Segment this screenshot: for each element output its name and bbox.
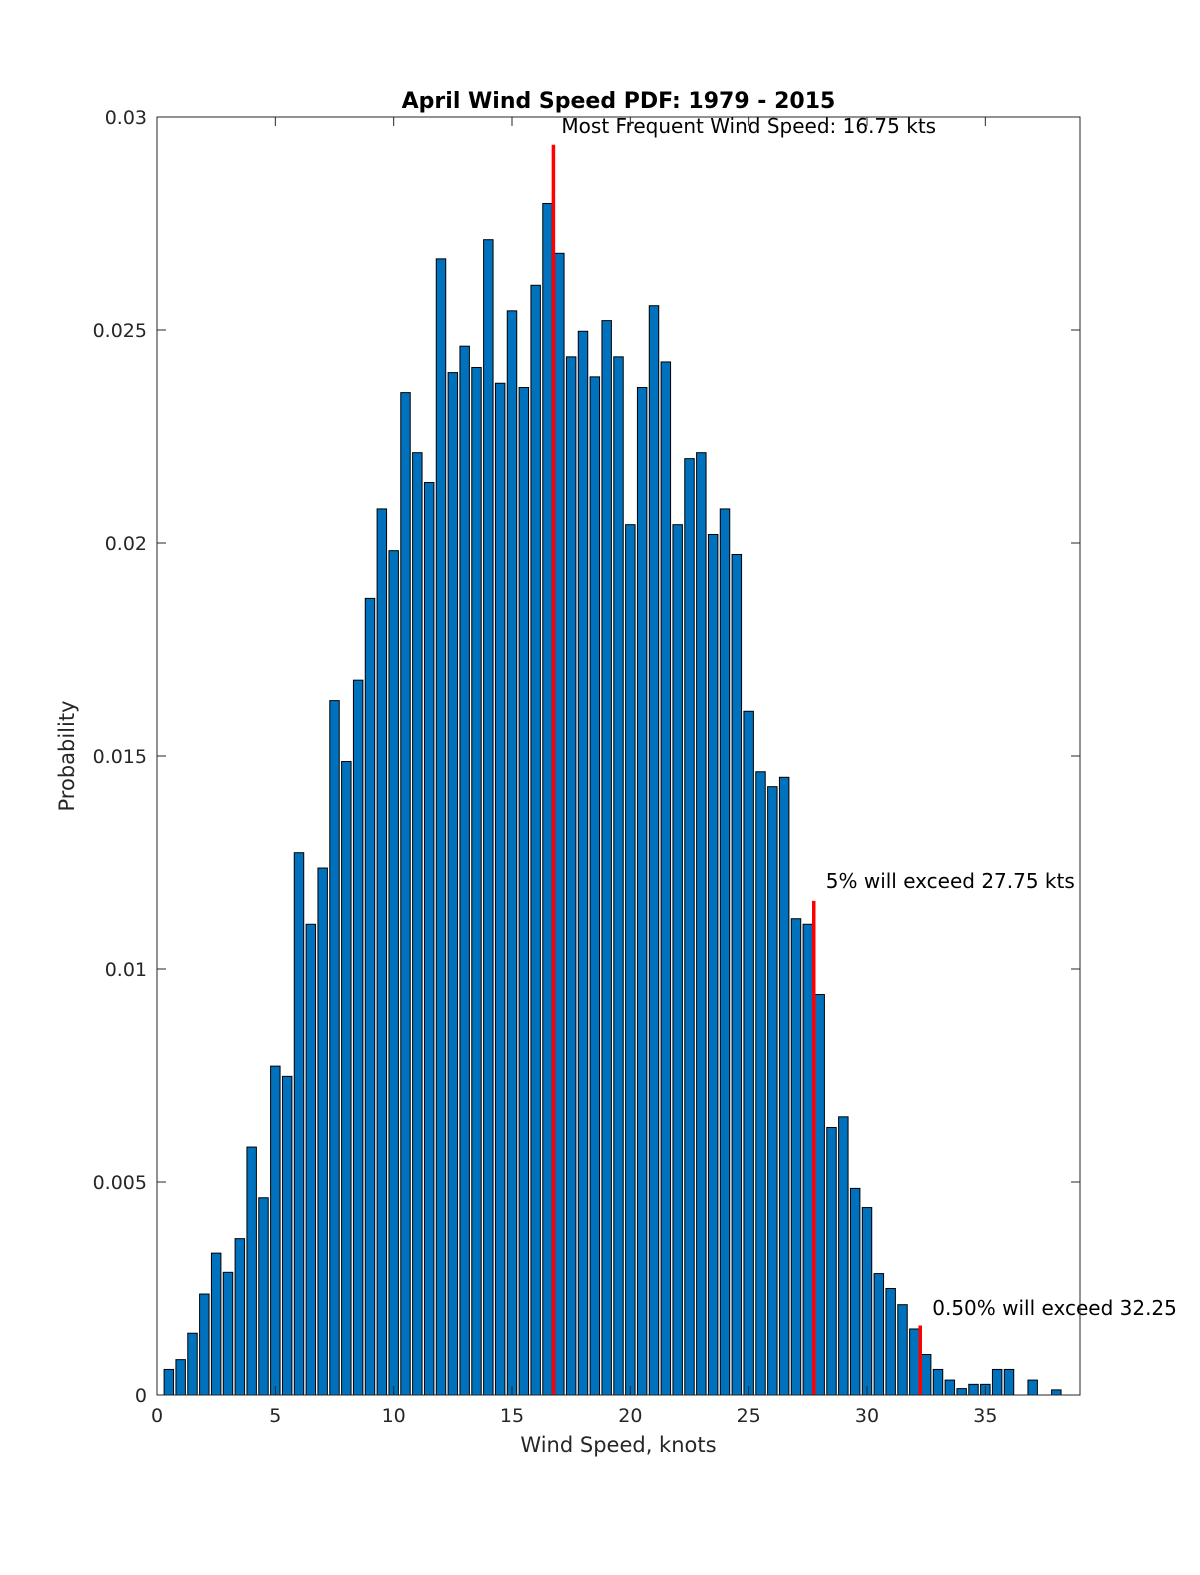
bar	[601, 320, 612, 1396]
bar	[565, 356, 577, 1396]
bar	[447, 372, 459, 1396]
x-tick-label: 25	[737, 1405, 761, 1427]
bar	[305, 923, 317, 1396]
bar	[423, 482, 435, 1396]
bar	[968, 1383, 979, 1396]
x-tick-label: 35	[973, 1405, 997, 1427]
y-tick-label: 0.03	[105, 107, 147, 129]
bar	[376, 508, 388, 1396]
bar	[246, 1146, 257, 1396]
bar	[684, 458, 695, 1396]
bar	[412, 452, 423, 1396]
bar	[577, 330, 589, 1396]
bar	[163, 1368, 175, 1396]
y-axis-label: Probability	[55, 700, 79, 811]
x-tick-label: 20	[618, 1405, 642, 1427]
bar	[826, 1126, 837, 1396]
reference-line-label: 0.50% will exceed 32.25	[932, 1296, 1177, 1320]
bar	[1003, 1368, 1015, 1396]
bar	[530, 284, 541, 1396]
bar	[636, 387, 648, 1396]
bar	[234, 1238, 246, 1396]
bar	[991, 1368, 1003, 1396]
bar	[1051, 1389, 1062, 1396]
bar	[329, 700, 340, 1396]
bar	[648, 305, 660, 1396]
x-tick-label: 30	[855, 1405, 879, 1427]
bar	[909, 1328, 920, 1396]
bar	[222, 1271, 234, 1396]
reference-line-label: 5% will exceed 27.75 kts	[826, 869, 1075, 893]
bar	[838, 1116, 849, 1396]
bar	[861, 1207, 873, 1396]
bar	[210, 1252, 222, 1396]
bar	[483, 239, 494, 1396]
bar	[388, 550, 399, 1396]
bar	[719, 508, 731, 1396]
bar	[364, 597, 376, 1396]
bar	[672, 524, 683, 1396]
y-tick-label: 0.005	[93, 1172, 147, 1194]
bar	[554, 252, 565, 1396]
bar	[944, 1379, 956, 1396]
bar	[613, 356, 624, 1396]
bars-layer	[163, 202, 1062, 1396]
bar	[293, 852, 305, 1396]
bar	[341, 761, 352, 1396]
y-tick-label: 0.01	[105, 959, 147, 981]
bar	[494, 382, 506, 1396]
x-tick-label: 5	[269, 1405, 281, 1427]
y-tick-label: 0.02	[105, 533, 147, 555]
bar	[506, 310, 518, 1396]
bar	[589, 376, 601, 1396]
bar	[814, 994, 825, 1396]
bar	[873, 1273, 885, 1396]
x-axis-label: Wind Speed, knots	[520, 1433, 716, 1457]
y-tick-label: 0	[135, 1385, 147, 1407]
bar	[625, 524, 636, 1396]
bar	[270, 1065, 281, 1396]
bar	[175, 1359, 186, 1396]
bar	[518, 387, 530, 1396]
bar	[956, 1388, 967, 1396]
bar	[802, 923, 814, 1396]
bar	[258, 1197, 269, 1396]
bar	[281, 1075, 293, 1396]
bar	[187, 1332, 198, 1396]
bar	[1027, 1379, 1038, 1396]
bar	[459, 345, 470, 1396]
x-tick-label: 15	[500, 1405, 524, 1427]
bar	[790, 918, 802, 1396]
bar	[707, 533, 719, 1396]
chart-title: April Wind Speed PDF: 1979 - 2015	[402, 89, 836, 114]
bar	[696, 452, 707, 1396]
bar	[400, 392, 411, 1396]
ticks-layer: 0 5 10 15 20 25 30 35 0 0.005 0.01 0.015 0.02 0.025 0.…	[93, 107, 1080, 1427]
bar	[542, 202, 553, 1396]
bar	[660, 361, 672, 1396]
bar	[352, 679, 364, 1396]
bar	[920, 1354, 932, 1396]
bar	[471, 366, 482, 1396]
y-tick-label: 0.025	[93, 320, 147, 342]
x-tick-label: 10	[382, 1405, 406, 1427]
bar	[435, 258, 447, 1396]
bar	[932, 1368, 944, 1396]
bar	[317, 867, 328, 1396]
bar	[885, 1288, 896, 1396]
bar	[199, 1293, 210, 1396]
bar	[755, 771, 766, 1396]
bar	[743, 710, 754, 1396]
y-tick-label: 0.015	[93, 746, 147, 768]
bar	[778, 776, 790, 1396]
bar	[897, 1304, 908, 1396]
bar	[849, 1187, 861, 1396]
bar	[731, 554, 743, 1396]
bar	[767, 786, 778, 1396]
x-tick-label: 0	[151, 1405, 163, 1427]
